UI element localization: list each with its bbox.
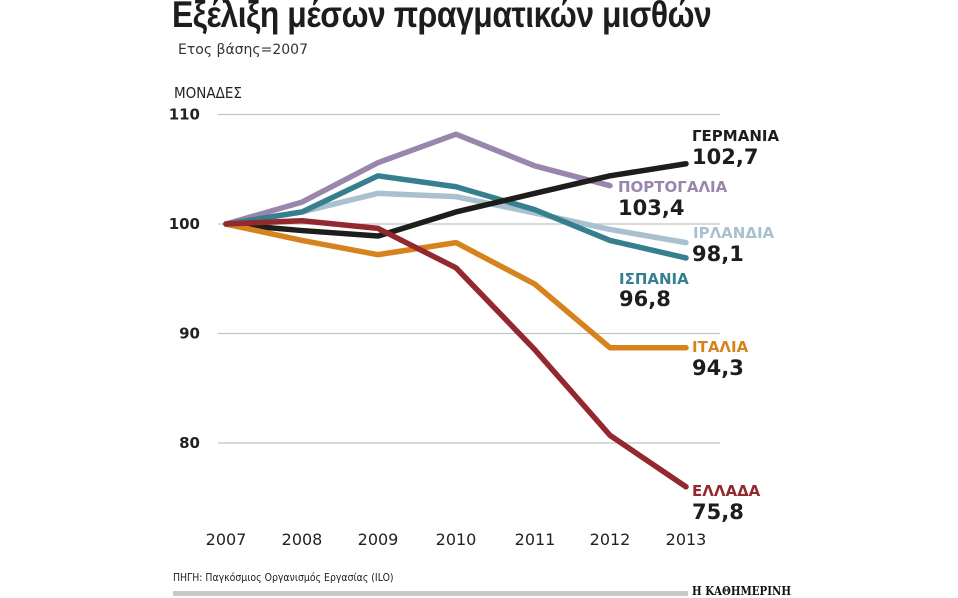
series-2-value-label: 98,1 — [692, 242, 744, 266]
x-tick-label: 2008 — [282, 530, 323, 549]
series-0-value-label: 102,7 — [692, 145, 758, 169]
y-tick-label: 80 — [179, 434, 200, 452]
x-tick-label: 2012 — [590, 530, 631, 549]
x-tick-label: 2013 — [666, 530, 707, 549]
publisher-logo: Η ΚΑΘΗΜΕΡΙΝΗ — [692, 584, 791, 598]
x-tick-label: 2010 — [436, 530, 477, 549]
y-axis-label: ΜΟΝΑΔΕΣ — [174, 84, 242, 102]
series-1-name-label: ΠΟΡΤΟΓΑΛΙΑ — [618, 178, 728, 196]
series-5-line — [223, 217, 689, 490]
chart-title: Εξέλιξη μέσων πραγματικών μισθών — [172, 0, 712, 35]
x-tick-label: 2007 — [206, 530, 247, 549]
series-2-name-label: ΙΡΛΑΝΔΙΑ — [693, 224, 775, 242]
series-5-value-label: 75,8 — [692, 500, 744, 524]
series-4-value-label: 94,3 — [692, 356, 744, 380]
series-1-line — [223, 131, 613, 227]
source-note: ΠΗΓΗ: Παγκόσμιος Οργανισμός Εργασίας (IL… — [173, 571, 394, 584]
chart-subtitle: Ετος βάσης=2007 — [178, 42, 308, 58]
series-lines — [223, 131, 689, 490]
gridlines — [218, 113, 720, 444]
series-4-name-label: ΙΤΑΛΙΑ — [692, 338, 749, 356]
series-5-name-label: ΕΛΛΑΔΑ — [692, 482, 761, 500]
series-2-line — [223, 190, 689, 246]
x-tick-label: 2009 — [358, 530, 399, 549]
y-tick-label: 110 — [169, 106, 200, 124]
x-tick-label: 2011 — [515, 530, 556, 549]
series-3-name-label: ΙΣΠΑΝΙΑ — [619, 270, 689, 288]
y-tick-label: 90 — [179, 325, 200, 343]
y-tick-labels: 80 90 100 110 — [169, 106, 200, 453]
footer-divider — [173, 591, 688, 596]
series-0-name-label: ΓΕΡΜΑΝΙΑ — [692, 127, 779, 145]
series-0-line — [223, 161, 689, 239]
series-1-value-label: 103,4 — [618, 196, 684, 220]
x-tick-labels: 2007 2008 2009 2010 2011 2012 2013 — [206, 530, 707, 549]
series-3-value-label: 96,8 — [619, 287, 671, 311]
y-tick-label: 100 — [169, 215, 200, 233]
